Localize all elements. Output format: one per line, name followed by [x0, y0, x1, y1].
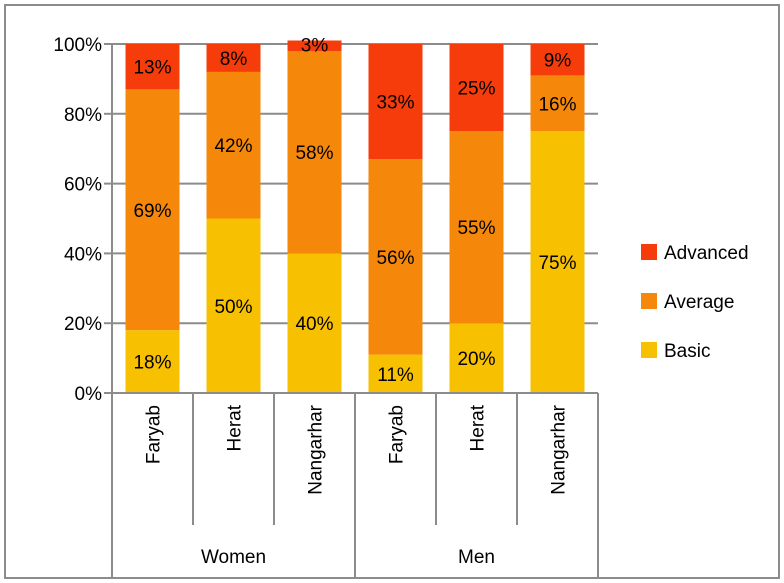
data-label: 9% [544, 51, 572, 72]
y-tick-label: 80% [64, 105, 102, 126]
bar-segment-average [206, 71, 261, 219]
data-label: 55% [457, 218, 495, 239]
bar-segment-average [449, 131, 504, 324]
data-label: 40% [295, 314, 333, 335]
bar-segment-basic [287, 253, 342, 393]
bar-segment-advanced [125, 44, 180, 90]
legend-swatch-average [641, 293, 657, 309]
legend-swatch-basic [641, 342, 657, 358]
data-label: 13% [133, 58, 171, 79]
data-label: 56% [376, 248, 414, 269]
x-category-label: Herat [225, 404, 246, 451]
bar-segment-average [530, 75, 585, 132]
data-label: 33% [376, 93, 414, 114]
bar-segment-basic [530, 131, 585, 393]
bar-segment-advanced [287, 40, 342, 51]
data-label: 3% [301, 36, 329, 57]
data-label: 69% [133, 201, 171, 222]
x-category-label: Nangarhar [549, 404, 570, 494]
x-category-label: Herat [468, 404, 489, 451]
x-category-label: Nangarhar [306, 404, 327, 494]
x-group-label: Men [458, 547, 495, 568]
bar-segment-average [287, 50, 342, 254]
bar-segment-advanced [206, 44, 261, 72]
y-tick-label: 20% [64, 314, 102, 335]
bar-segment-basic [125, 330, 180, 393]
legend-label: Advanced [664, 243, 749, 264]
data-label: 58% [295, 143, 333, 164]
y-tick-label: 40% [64, 244, 102, 265]
bar-segment-basic [368, 354, 423, 393]
x-category-label: Faryab [144, 405, 165, 464]
y-tick-label: 100% [53, 35, 102, 56]
data-label: 18% [133, 353, 171, 374]
data-label: 50% [214, 297, 252, 318]
data-label: 8% [220, 49, 248, 70]
y-tick-label: 60% [64, 175, 102, 196]
bar-segment-average [368, 159, 423, 355]
bar-segment-advanced [449, 44, 504, 132]
bar-segment-basic [449, 323, 504, 393]
data-label: 25% [457, 79, 495, 100]
legend-label: Basic [664, 341, 710, 362]
bar-segment-average [125, 89, 180, 331]
legend-label: Average [664, 292, 734, 313]
data-label: 42% [214, 136, 252, 157]
y-tick-label: 0% [75, 384, 103, 405]
x-category-label: Faryab [387, 405, 408, 464]
bar-segment-advanced [368, 44, 423, 160]
legend-swatch-advanced [641, 244, 657, 260]
data-label: 20% [457, 349, 495, 370]
data-label: 75% [538, 253, 576, 274]
bar-segment-basic [206, 218, 261, 393]
x-group-label: Women [201, 547, 266, 568]
data-label: 11% [377, 365, 414, 386]
data-label: 16% [538, 94, 576, 115]
bar-segment-advanced [530, 44, 585, 76]
